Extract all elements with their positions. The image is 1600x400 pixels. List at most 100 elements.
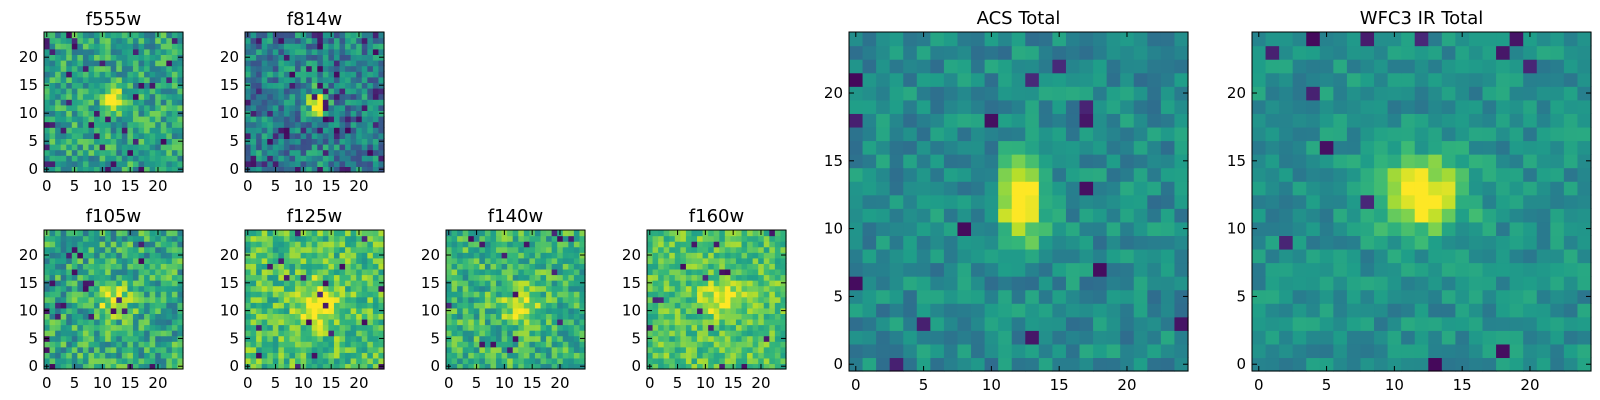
pixel: [462, 246, 469, 253]
pixel: [256, 330, 263, 337]
pixel: [99, 307, 106, 314]
pixel: [652, 330, 659, 337]
pixel: [378, 127, 385, 134]
pixel: [752, 274, 759, 281]
pixel: [1265, 167, 1280, 182]
pixel: [333, 88, 341, 95]
pixel: [49, 291, 56, 298]
pixel: [984, 208, 999, 223]
pixel: [77, 99, 84, 106]
pixel: [876, 194, 891, 209]
pixel: [138, 37, 145, 44]
pixel: [261, 280, 268, 287]
pixel: [540, 307, 547, 314]
pixel: [462, 352, 469, 359]
pixel: [943, 99, 959, 114]
pixel: [44, 302, 51, 309]
pixel: [166, 274, 173, 281]
pixel: [250, 121, 257, 128]
pixel: [713, 330, 720, 337]
pixel: [77, 88, 84, 95]
pixel: [345, 280, 352, 287]
pixel: [295, 352, 302, 359]
y-tick-label: 0: [833, 355, 843, 373]
pixel: [468, 330, 475, 337]
pixel: [144, 291, 151, 298]
pixel: [256, 274, 263, 281]
pixel: [697, 241, 704, 248]
pixel: [573, 268, 581, 276]
pixel: [144, 280, 151, 287]
pixel: [245, 313, 252, 320]
pixel: [998, 262, 1013, 277]
pixel: [356, 335, 363, 342]
pixel: [322, 313, 329, 320]
pixel: [60, 291, 67, 298]
pixel: [160, 60, 167, 67]
pixel: [540, 318, 547, 326]
pixel: [1133, 303, 1148, 318]
pixel: [658, 357, 665, 365]
pixel: [540, 246, 547, 253]
pixel: [562, 307, 569, 314]
pixel: [769, 274, 776, 281]
pixel: [345, 246, 352, 253]
pixel: [557, 280, 564, 287]
pixel: [272, 104, 279, 111]
pixel: [99, 285, 106, 292]
pixel: [490, 268, 497, 276]
pixel: [496, 313, 503, 320]
pixel: [261, 155, 268, 162]
pixel: [984, 248, 999, 264]
pixel: [1160, 262, 1176, 277]
pixel: [261, 43, 268, 50]
pixel: [311, 99, 318, 106]
pixel: [1011, 221, 1026, 236]
pixel: [256, 37, 263, 44]
pixel: [345, 99, 352, 106]
pixel: [77, 330, 84, 337]
pixel: [562, 318, 569, 326]
pixel: [149, 88, 156, 95]
pixel: [674, 324, 681, 331]
pixel: [889, 289, 904, 304]
pixel: [295, 335, 302, 342]
pixel: [735, 230, 743, 237]
pixel: [278, 60, 285, 67]
pixel: [272, 313, 279, 320]
pixel: [356, 88, 363, 95]
pixel: [1319, 154, 1334, 169]
pixel: [1563, 221, 1579, 236]
pixel: [557, 352, 564, 359]
pixel: [862, 113, 877, 128]
pixel: [267, 93, 274, 100]
pixel: [306, 230, 313, 237]
pixel: [680, 241, 687, 248]
pixel: [468, 324, 475, 331]
pixel: [110, 104, 117, 111]
pixel: [105, 302, 112, 309]
pixel: [71, 104, 78, 111]
pixel: [1052, 248, 1067, 264]
pixel: [245, 149, 252, 156]
pixel: [479, 357, 486, 365]
pixel: [300, 257, 307, 264]
pixel: [132, 246, 140, 253]
pixel: [88, 291, 95, 298]
y-tick-label: 5: [430, 329, 440, 347]
pixel: [1306, 276, 1321, 291]
pixel: [1509, 276, 1524, 291]
pixel: [523, 246, 530, 253]
pixel: [1577, 248, 1592, 264]
pixel: [289, 335, 296, 342]
pixel: [752, 230, 759, 237]
pixel: [49, 116, 56, 123]
pixel: [971, 276, 986, 291]
pixel: [451, 341, 458, 348]
pixel: [1319, 357, 1334, 372]
pixel: [367, 241, 374, 248]
pixel: [889, 330, 904, 345]
pixel: [862, 248, 877, 264]
pixel: [66, 32, 73, 39]
pixel: [256, 121, 263, 128]
